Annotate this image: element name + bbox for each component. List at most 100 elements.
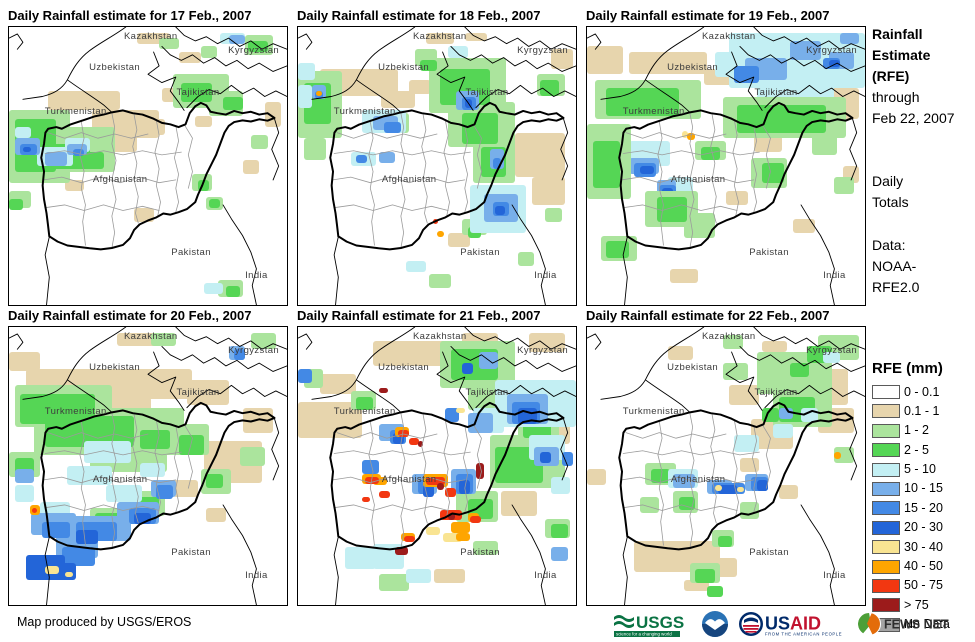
country-label: Tajikistan [465, 386, 509, 398]
legend-item: 30 - 40 [872, 539, 974, 555]
rain-blob [587, 468, 607, 486]
country-label: Uzbekistan [667, 61, 719, 73]
rain-blob [514, 132, 565, 178]
rain-blob [403, 535, 415, 543]
rain-blob [789, 40, 821, 61]
rain-blob [717, 485, 738, 494]
rain-blob [628, 52, 707, 75]
country-label: Kyrgyzstan [517, 45, 569, 57]
rain-blob [587, 46, 624, 75]
rain-blob [834, 452, 842, 460]
country-label: Afghanistan [381, 174, 437, 186]
rain-blob [681, 131, 689, 139]
usaid-logo: USAID FROM THE AMERICAN PEOPLE [739, 612, 842, 637]
country-label: Afghanistan [670, 474, 726, 486]
rain-blob [550, 49, 574, 69]
rain-blob [195, 115, 212, 128]
country-label: Pakistan [171, 246, 211, 258]
sidebar-daily-totals: Daily Totals [872, 173, 909, 210]
legend-label: 50 - 75 [904, 578, 943, 593]
rain-blob [298, 63, 315, 80]
legend-item: 0 - 0.1 [872, 385, 974, 399]
usaid-logo-text-us: US [765, 614, 790, 634]
rain-blob [773, 424, 793, 439]
rain-blob [462, 113, 499, 144]
legend: RFE (mm) 0 - 0.1 0.1 - 1 1 - 2 2 - 5 5 - 10 1… [872, 360, 974, 637]
country-label: Afghanistan [92, 474, 148, 486]
rain-blob [61, 546, 96, 567]
country-label: Tajikistan [176, 86, 220, 98]
map-image: Kazakhstan Kyrgyzstan Uzbekistan Tajikistan… [297, 26, 577, 306]
country-label: Kazakhstan [701, 31, 756, 43]
rain-blob [361, 496, 371, 503]
rain-blob [778, 407, 793, 419]
rain-blob [173, 479, 199, 497]
panel-title: Daily Rainfall estimate for 18 Feb., 200… [297, 8, 541, 23]
rainfall-panel: Daily Rainfall estimate for 19 Feb., 200… [586, 8, 866, 306]
legend-item: 5 - 10 [872, 462, 974, 477]
rain-blob [420, 60, 437, 72]
rain-blob [159, 38, 179, 50]
rain-blob [639, 496, 660, 514]
rain-blob [356, 154, 368, 164]
rain-blob [150, 332, 176, 347]
rain-blob [209, 199, 221, 208]
country-label: Turkmenistan [622, 406, 685, 418]
legend-item: 2 - 5 [872, 443, 974, 458]
rain-blob [223, 96, 243, 111]
legend-swatch [872, 578, 900, 593]
rain-blob [450, 521, 471, 533]
map-image: Kazakhstan Kyrgyzstan Uzbekistan Tajikistan… [8, 326, 288, 606]
rain-blob [445, 488, 457, 497]
rain-blob [778, 485, 799, 500]
rain-blob [134, 513, 151, 525]
map-image: Kazakhstan Kyrgyzstan Uzbekistan Tajikistan… [8, 26, 288, 306]
country-label: India [534, 570, 557, 582]
rain-blob [75, 529, 98, 544]
rain-blob [728, 482, 746, 494]
country-borders [298, 27, 576, 305]
country-label: Kazakhstan [123, 31, 178, 43]
rain-blob [381, 90, 415, 108]
country-label: Kyrgyzstan [517, 345, 569, 357]
legend-item: 50 - 75 [872, 578, 974, 593]
rain-blob [789, 363, 810, 378]
legend-title: RFE (mm) [872, 360, 943, 377]
legend-item: 1 - 2 [872, 423, 974, 438]
sidebar: Rainfall Estimate (RFE) through Feb 22, … [872, 24, 972, 298]
country-borders [298, 327, 576, 605]
country-label: Kyrgyzstan [228, 45, 280, 57]
rain-blob [9, 199, 23, 211]
rain-blob [739, 457, 760, 472]
rain-blob [320, 374, 357, 394]
legend-swatch [872, 520, 900, 535]
country-label: Tajikistan [465, 86, 509, 98]
rain-blob [670, 268, 699, 283]
rain-blob [456, 532, 471, 542]
legend-label: 15 - 20 [904, 500, 943, 515]
panel-title: Daily Rainfall estimate for 17 Feb., 200… [8, 8, 252, 23]
country-label: Pakistan [460, 246, 500, 258]
rain-blob [298, 368, 312, 383]
rain-blob [448, 46, 468, 58]
country-label: Uzbekistan [667, 361, 719, 373]
country-label: Kyrgyzstan [806, 45, 858, 57]
country-label: Turkmenistan [44, 406, 107, 418]
legend-label: 30 - 40 [904, 539, 943, 554]
country-borders [9, 327, 287, 605]
map-image: Kazakhstan Kyrgyzstan Uzbekistan Tajikistan… [586, 26, 866, 306]
country-label: Kazakhstan [701, 331, 756, 343]
rain-blob [470, 516, 482, 523]
sidebar-title: Rainfall Estimate (RFE) [872, 26, 931, 84]
legend-label: 40 - 50 [904, 559, 943, 574]
rain-blob [734, 435, 760, 453]
rain-blob [500, 491, 538, 517]
panel-title: Daily Rainfall estimate for 19 Feb., 200… [586, 8, 830, 23]
rain-blob [32, 507, 38, 513]
country-label: Uzbekistan [378, 361, 430, 373]
rain-blob [395, 546, 408, 555]
legend-label: 0.1 - 1 [904, 403, 940, 418]
rain-blob [181, 82, 212, 103]
rain-blob [706, 585, 724, 597]
